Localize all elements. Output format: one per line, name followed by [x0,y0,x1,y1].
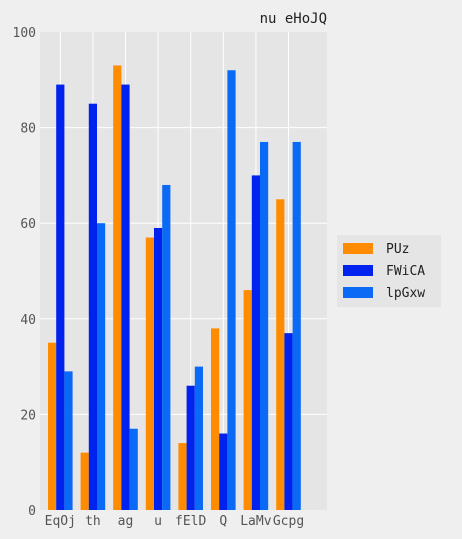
y-tick-label: 20 [20,408,36,423]
bar-FWiCA-ag [121,84,130,510]
y-tick-label: 80 [20,122,36,137]
y-tick-labels: 0 20 40 60 80 100 [13,26,36,519]
x-tick-label: Gcpg [273,514,304,529]
legend-label-FWiCA: FWiCA [386,264,425,279]
bar-FWiCA-Gcpg [284,333,293,510]
legend-swatch-PUz [343,243,373,254]
x-tick-labels: EqOj th ag u fElD Q LaMv Gcpg [45,514,305,529]
x-tick-label: u [154,514,162,529]
bar-PUz-fElD [178,443,187,510]
bar-PUz-Q [211,328,220,510]
bar-FWiCA-u [154,227,163,511]
x-tick-label: Q [219,514,227,529]
chart-title: nu eHoJQ [260,11,327,27]
bar-PUz-ag [113,65,122,511]
bar-lpGxw-ag [129,428,138,510]
bar-FWiCA-th [88,103,97,510]
legend-label-PUz: PUz [386,242,409,257]
bars [48,65,301,511]
bar-lpGxw-LaMv [260,141,269,510]
bar-FWiCA-EqOj [56,84,65,510]
legend-label-lpGxw: lpGxw [386,286,425,301]
y-tick-label: 100 [13,26,36,41]
y-tick-label: 0 [28,504,36,519]
bar-lpGxw-Gcpg [292,141,301,510]
bar-PUz-LaMv [243,290,252,510]
bar-PUz-th [80,452,89,510]
x-tick-label: EqOj [45,514,76,529]
bar-PUz-u [145,237,154,511]
bar-FWiCA-fElD [186,385,195,510]
x-tick-label: LaMv [240,514,271,529]
x-tick-label: fElD [175,514,206,529]
bar-lpGxw-u [162,184,171,510]
x-tick-label: ag [118,514,134,529]
x-tick-label: th [85,514,101,529]
bar-FWiCA-Q [219,433,228,510]
bar-lpGxw-fElD [194,366,203,510]
bar-lpGxw-th [97,223,106,510]
bar-lpGxw-Q [227,70,236,511]
legend-swatch-lpGxw [343,287,373,298]
bar-FWiCA-LaMv [251,175,260,510]
bar-PUz-Gcpg [276,199,285,511]
y-tick-label: 60 [20,217,36,232]
legend-swatch-FWiCA [343,265,373,276]
legend: PUz FWiCA lpGxw [337,235,441,307]
y-tick-label: 40 [20,313,36,328]
bar-PUz-EqOj [48,342,57,510]
bar-lpGxw-EqOj [64,371,73,510]
